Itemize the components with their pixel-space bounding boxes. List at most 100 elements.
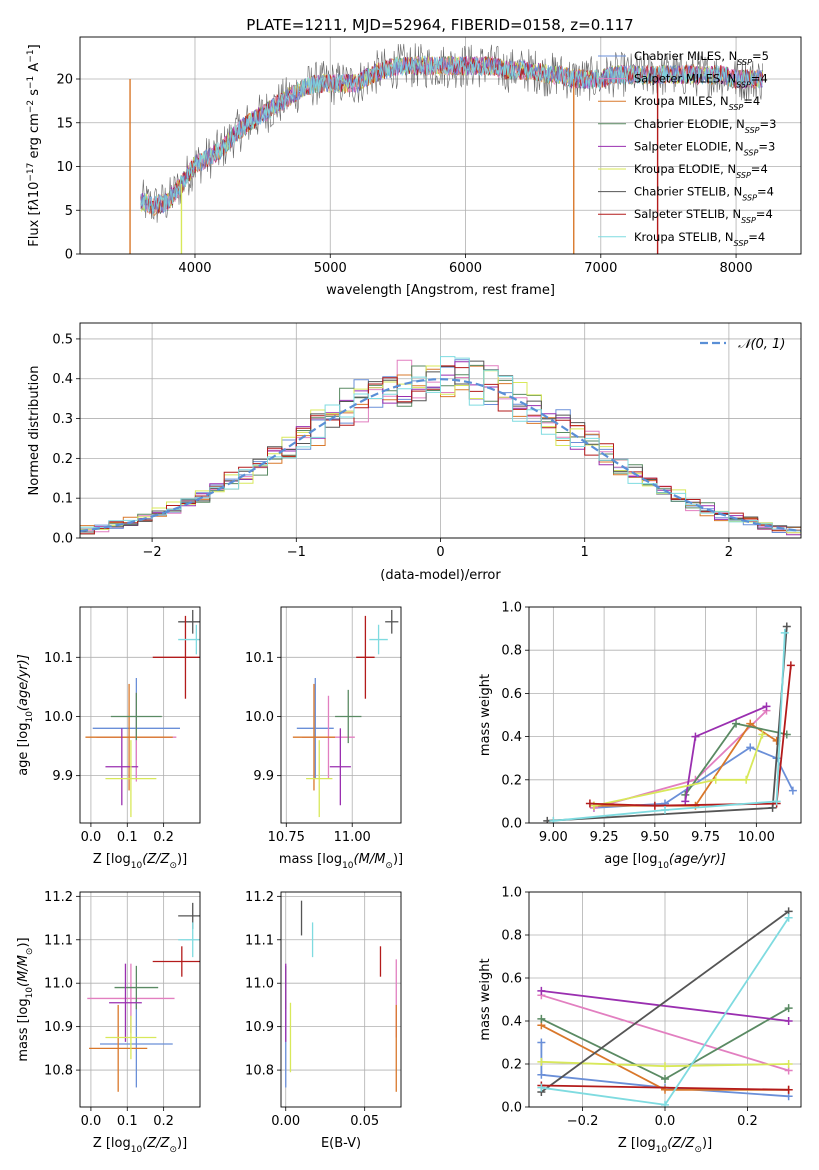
legend-entry: Chabrier MILES, NSSP=5: [634, 49, 769, 67]
axes-z-age: 0.0 0.1 0.2 9.9 10.0 10.1 Z [log10(Z/Z⊙)] age […: [16, 606, 201, 871]
plus-marker: [661, 1062, 669, 1071]
x-tick-label: 9.00: [539, 830, 568, 845]
plus-marker: [537, 1083, 546, 1092]
plot-frame: [79, 891, 201, 1108]
mass-weight-line-chabrier-stelib: [540, 910, 790, 1093]
y-axis-label: mass [log10(M/M⊙)]: [16, 937, 35, 1061]
plot-frame: [79, 36, 802, 255]
x-tick-label: 4000: [178, 261, 211, 276]
mass-weight-lines: [537, 907, 793, 1107]
errorbar-point: [356, 615, 375, 699]
legend-entry: Salpeter ELODIE, NSSP=3: [634, 139, 775, 157]
x-axis-label: age [log10(age/yr)]: [604, 852, 726, 871]
plus-marker: [537, 1070, 546, 1079]
legend-entry: Kroupa ELODIE, NSSP=4: [634, 162, 768, 180]
y-tick-label: 0.4: [501, 1015, 522, 1030]
y-tick-label: 10.9: [245, 1020, 274, 1035]
plus-marker: [768, 803, 777, 812]
y-tick-label: 5: [65, 204, 73, 219]
legend-entry: Chabrier STELIB, NSSP=4: [634, 185, 774, 203]
x-tick-label: 9.25: [590, 830, 619, 845]
x-axis-label: (data-model)/error: [380, 568, 501, 583]
plus-marker: [549, 816, 558, 823]
plot-frame: [79, 322, 802, 539]
plus-marker: [762, 702, 771, 711]
errorbar-point: [178, 922, 200, 958]
errorbar-point: [105, 728, 139, 806]
plus-marker: [782, 622, 791, 631]
y-tick-label: 0.2: [52, 452, 73, 467]
y-tick-label: 9.9: [52, 769, 73, 784]
y-tick-label: 15: [56, 116, 73, 131]
x-axis-label: E(B-V): [321, 1136, 361, 1151]
errorbar-point: [100, 1000, 173, 1088]
errorbar-point: [105, 740, 157, 818]
errorbars: [292, 609, 399, 818]
errorbar-point: [369, 624, 388, 655]
y-tick-label: 0.2: [501, 1058, 522, 1073]
y-tick-label: 0.6: [501, 687, 522, 702]
mass-weight-line-salpeter-stelib: [541, 1084, 789, 1091]
spectrum-series-kroupa-stelib: [140, 56, 763, 214]
plus-marker: [784, 1060, 793, 1068]
x-tick-label: 0.05: [350, 1114, 379, 1129]
y-tick-label: 11.0: [44, 977, 73, 992]
axes-z-massweight: −0.2 0.0 0.2 0.0 0.2 0.4 0.6 0.8 1.0 Z [log10(Z/Z…: [478, 886, 802, 1155]
y-tick-label: 0.3: [52, 412, 73, 427]
x-axis-label: Z [log10(Z/Z⊙)]: [618, 1136, 712, 1155]
errorbar-point: [178, 624, 200, 655]
mass-weight-line-salpeter-miles: [541, 994, 789, 1072]
y-tick-label: 10.0: [245, 710, 274, 725]
legend-entry: Chabrier ELODIE, NSSP=3: [634, 117, 776, 135]
x-tick-label: 5000: [314, 261, 347, 276]
plus-marker: [661, 806, 669, 815]
x-tick-label: 0.00: [271, 1114, 300, 1129]
x-tick-label: 6000: [449, 261, 482, 276]
y-tick-label: 20: [56, 73, 73, 88]
y-tick-label: 1.0: [501, 601, 522, 616]
y-axis-label: Normed distribution: [27, 366, 42, 496]
plus-marker: [585, 799, 594, 808]
y-tick-label: 10.0: [44, 710, 73, 725]
legend-entry: 𝒩(0, 1): [738, 337, 785, 352]
plus-marker: [537, 1014, 546, 1023]
plus-marker: [786, 661, 795, 670]
y-tick-label: 11.2: [44, 890, 73, 905]
errorbar-point: [385, 609, 399, 634]
y-tick-label: 1.0: [501, 886, 522, 901]
plus-marker: [758, 730, 767, 739]
mass-weight-line-kroupa-elodie: [593, 734, 764, 807]
y-tick-label: 0.0: [501, 817, 522, 832]
mass-weight-line-salpeter-stelib: [589, 665, 792, 807]
plus-marker: [732, 719, 741, 728]
y-tick-label: 11.1: [44, 933, 73, 948]
plus-marker: [784, 1085, 793, 1094]
y-tick-label: 10.9: [44, 1020, 73, 1035]
x-tick-label: 7000: [584, 261, 617, 276]
plot-frame: [528, 891, 802, 1108]
x-tick-label: 0.0: [81, 1114, 102, 1129]
legend-entry: Salpeter MILES, NSSP=4: [634, 72, 768, 90]
y-tick-label: 0.0: [52, 532, 73, 547]
plus-marker: [711, 775, 720, 784]
plus-marker: [746, 743, 755, 752]
x-tick-label: 10.00: [738, 830, 775, 845]
legend-entry: Kroupa STELIB, NSSP=4: [634, 230, 765, 248]
plus-marker: [742, 775, 751, 784]
errorbar-point: [292, 683, 336, 791]
histograms: [80, 356, 801, 537]
x-tick-label: 0: [436, 545, 444, 560]
legend-entry: Salpeter STELIB, NSSP=4: [634, 207, 773, 225]
axes-z-mass: 0.0 0.1 0.2 10.8 10.9 11.0 11.1 11.2 Z [log10(Z/…: [16, 890, 201, 1155]
y-tick-label: 10.8: [245, 1064, 274, 1079]
y-axis-label: Flux [fλ10−17 erg cm−2 s−1 A−1]: [26, 44, 42, 246]
spectrum-lines: [129, 43, 763, 254]
y-tick-label: 11.0: [245, 977, 274, 992]
errorbars: [87, 902, 200, 1092]
errorbar-point: [114, 965, 159, 1010]
mass-weight-line-salpeter-elodie: [684, 705, 767, 802]
y-tick-label: 0.4: [52, 372, 73, 387]
mass-weight-lines: [543, 622, 797, 823]
x-tick-label: 2: [725, 545, 733, 560]
